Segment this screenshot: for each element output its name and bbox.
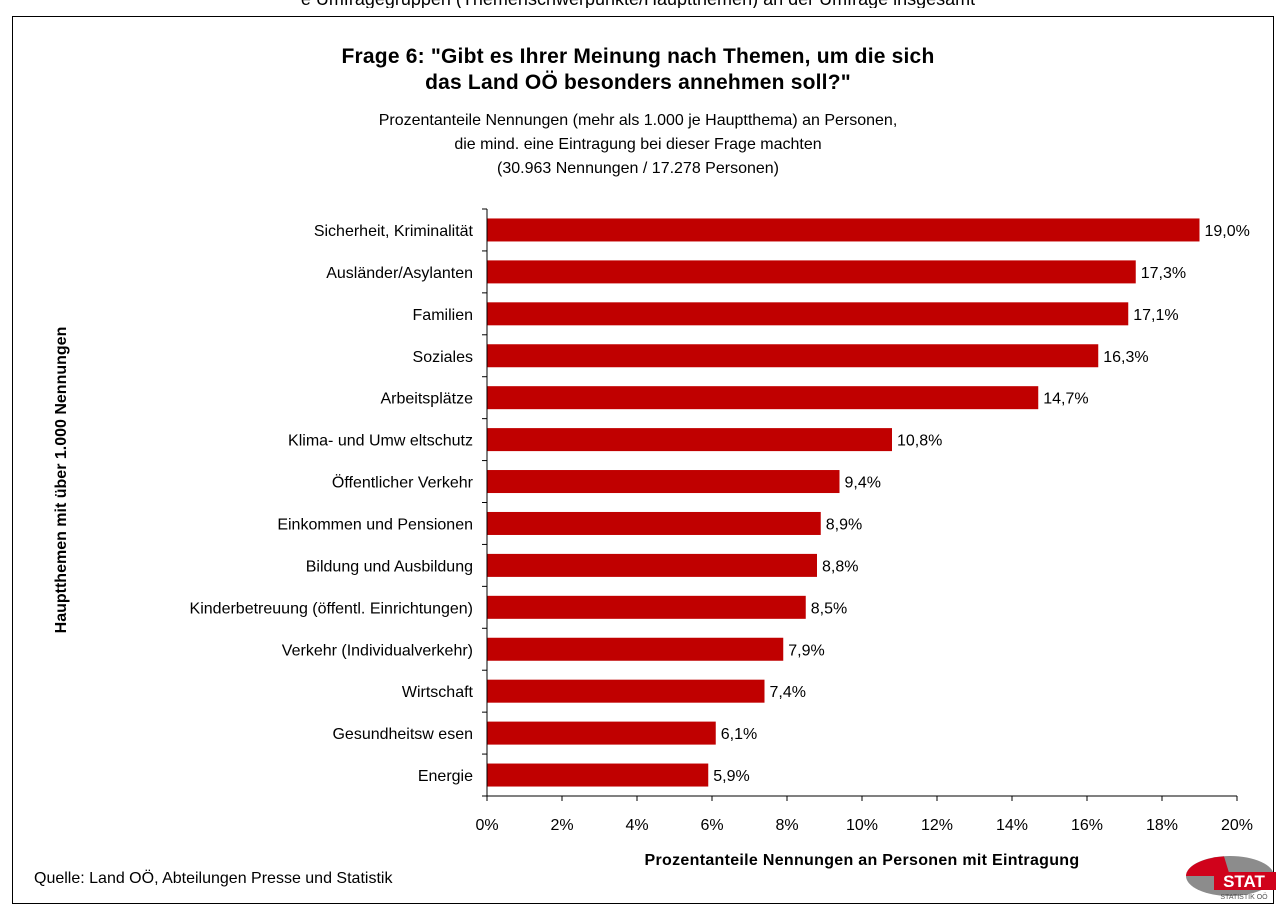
data-label: 7,4% [770, 684, 806, 701]
data-label: 8,8% [822, 558, 858, 575]
category-label: Sicherheit, Kriminalität [314, 223, 474, 240]
category-label: Soziales [413, 349, 473, 366]
bar [487, 302, 1129, 326]
category-label: Einkommen und Pensionen [277, 516, 473, 533]
data-label: 5,9% [713, 768, 749, 785]
bar [487, 260, 1136, 284]
category-label: Arbeitsplätze [381, 391, 474, 408]
x-tick-label: 8% [775, 817, 798, 834]
labels-layer: Sicherheit, Kriminalität 19,0% Ausländer/A… [190, 223, 1253, 834]
category-label: Energie [418, 768, 473, 785]
category-label: Öffentlicher Verkehr [332, 474, 474, 492]
x-tick-label: 18% [1146, 817, 1178, 834]
category-label: Gesundheitsw esen [332, 726, 473, 743]
category-label: Ausländer/Asylanten [326, 265, 473, 282]
bar [487, 386, 1039, 410]
data-label: 10,8% [897, 433, 942, 450]
bar [487, 679, 765, 703]
x-tick-label: 2% [550, 817, 573, 834]
chart-title: Frage 6: "Gibt es Ihrer Meinung nach The… [0, 44, 1276, 96]
chart-subtitle-line-3: (30.963 Nennungen / 17.278 Personen) [497, 160, 779, 177]
chart-subtitle: Prozentanteile Nennungen (mehr als 1.000… [0, 109, 1276, 181]
data-label: 17,1% [1133, 307, 1178, 324]
data-label: 19,0% [1205, 223, 1250, 240]
logo-band [1214, 872, 1276, 890]
bar [487, 763, 709, 787]
data-label: 17,3% [1141, 265, 1186, 282]
logo-text: STAT [1223, 872, 1265, 891]
bar [487, 721, 716, 745]
x-tick-label: 6% [700, 817, 723, 834]
x-tick-label: 14% [996, 817, 1028, 834]
x-tick-label: 0% [475, 817, 498, 834]
data-label: 6,1% [721, 726, 757, 743]
bar [487, 553, 817, 577]
x-tick-label: 4% [625, 817, 648, 834]
x-tick-label: 16% [1071, 817, 1103, 834]
source-note: Quelle: Land OÖ, Abteilungen Presse und … [34, 870, 393, 887]
bar [487, 470, 840, 494]
x-tick-label: 20% [1221, 817, 1253, 834]
data-label: 8,5% [811, 600, 847, 617]
category-label: Kinderbetreuung (öffentl. Einrichtungen) [190, 600, 473, 617]
axes-layer [482, 208, 1238, 801]
x-tick-label: 12% [921, 817, 953, 834]
category-label: Verkehr (Individualverkehr) [282, 642, 473, 659]
bar [487, 595, 806, 619]
logo-ellipse-red [1186, 856, 1230, 876]
statistik-logo: STAT STATISTIK OÖ [1184, 850, 1276, 906]
data-label: 14,7% [1043, 391, 1088, 408]
bars-layer [487, 218, 1200, 787]
logo-subtext: STATISTIK OÖ [1220, 893, 1268, 901]
category-label: Familien [413, 307, 473, 324]
bar [487, 637, 784, 661]
cropped-header-text: e Umfragegruppen (Themenschwerpunkte/Hau… [0, 0, 1276, 8]
category-label: Bildung und Ausbildung [306, 558, 473, 575]
x-tick-label: 10% [846, 817, 878, 834]
bar [487, 428, 892, 452]
chart-frame [12, 16, 1274, 904]
data-label: 16,3% [1103, 349, 1148, 366]
x-axis-label: Prozentanteile Nennungen an Personen mit… [644, 852, 1080, 869]
chart-title-line-1: Frage 6: "Gibt es Ihrer Meinung nach The… [341, 45, 935, 68]
bar [487, 511, 821, 535]
data-label: 7,9% [788, 642, 824, 659]
data-label: 9,4% [845, 475, 881, 492]
bar [487, 344, 1099, 368]
category-label: Klima- und Umw eltschutz [288, 433, 473, 450]
data-label: 8,9% [826, 516, 862, 533]
chart-title-line-2: das Land OÖ besonders annehmen soll?" [425, 71, 851, 94]
bar [487, 218, 1200, 242]
chart-subtitle-line-2: die mind. eine Eintragung bei dieser Fra… [454, 136, 822, 153]
category-label: Wirtschaft [402, 684, 474, 701]
chart-subtitle-line-1: Prozentanteile Nennungen (mehr als 1.000… [378, 112, 898, 129]
